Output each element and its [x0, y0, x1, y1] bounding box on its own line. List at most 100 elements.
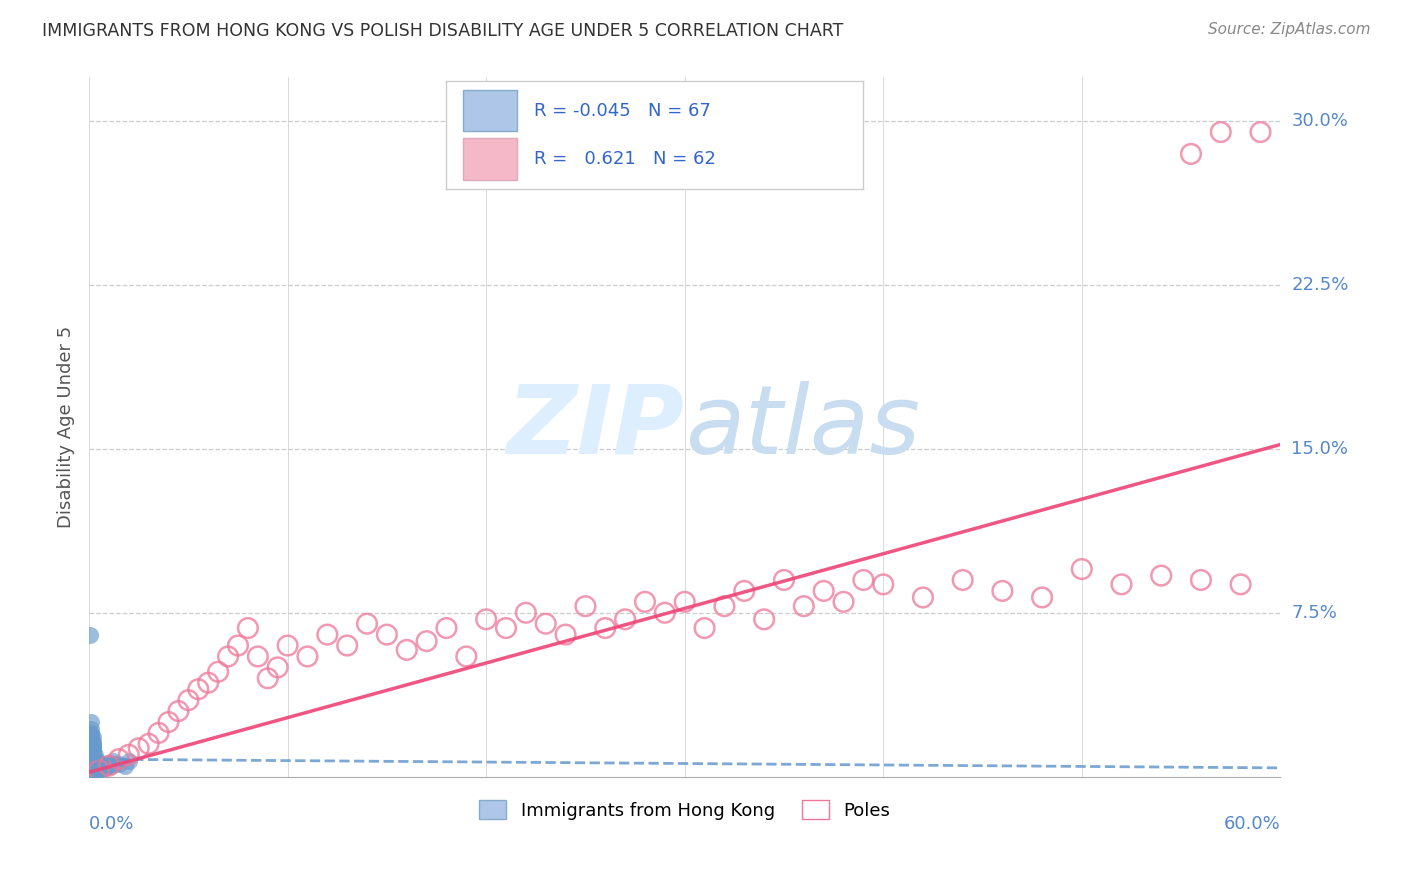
Point	[82, 756, 104, 771]
Point	[96, 758, 118, 772]
Point	[148, 726, 170, 740]
Point	[207, 665, 229, 679]
Point	[1250, 125, 1272, 139]
Point	[813, 583, 835, 598]
Point	[80, 765, 103, 780]
Point	[256, 671, 278, 685]
Point	[80, 758, 103, 772]
Point	[80, 746, 103, 760]
Point	[100, 758, 122, 772]
Point	[673, 595, 696, 609]
Point	[167, 704, 190, 718]
Point	[84, 765, 107, 780]
Point	[118, 747, 141, 762]
Point	[80, 726, 103, 740]
Point	[82, 752, 104, 766]
Point	[574, 599, 596, 614]
Point	[82, 731, 104, 745]
Point	[1180, 147, 1202, 161]
Point	[733, 583, 755, 598]
Text: 22.5%: 22.5%	[1292, 276, 1348, 294]
Point	[793, 599, 815, 614]
Point	[336, 639, 359, 653]
Point	[456, 649, 478, 664]
Point	[91, 756, 114, 771]
Point	[80, 763, 103, 777]
Point	[90, 758, 112, 772]
Point	[80, 743, 103, 757]
Point	[80, 750, 103, 764]
Point	[80, 761, 103, 775]
Point	[82, 741, 104, 756]
Legend: Immigrants from Hong Kong, Poles: Immigrants from Hong Kong, Poles	[472, 793, 897, 827]
Point	[654, 606, 676, 620]
Y-axis label: Disability Age Under 5: Disability Age Under 5	[58, 326, 75, 528]
Point	[634, 595, 657, 609]
Point	[80, 763, 103, 777]
Point	[395, 643, 418, 657]
Point	[82, 761, 104, 775]
Point	[1209, 125, 1232, 139]
Point	[90, 761, 112, 775]
Point	[1189, 573, 1212, 587]
Point	[82, 747, 104, 762]
Point	[80, 756, 103, 771]
Point	[108, 752, 131, 766]
Point	[97, 756, 120, 771]
Point	[1070, 562, 1092, 576]
Point	[911, 591, 934, 605]
Point	[316, 627, 339, 641]
Point	[87, 763, 110, 777]
Point	[1031, 591, 1053, 605]
Point	[375, 627, 398, 641]
Point	[495, 621, 517, 635]
Point	[80, 728, 103, 742]
Point	[82, 734, 104, 748]
Point	[84, 756, 107, 771]
Point	[277, 639, 299, 653]
Point	[86, 758, 108, 772]
Point	[236, 621, 259, 635]
Point	[82, 737, 104, 751]
Point	[1229, 577, 1251, 591]
Text: 0.0%: 0.0%	[89, 815, 135, 833]
Point	[226, 639, 249, 653]
Point	[832, 595, 855, 609]
Point	[217, 649, 239, 664]
Point	[297, 649, 319, 664]
Point	[87, 756, 110, 771]
Point	[80, 741, 103, 756]
Point	[80, 732, 103, 747]
Point	[1150, 568, 1173, 582]
Point	[97, 758, 120, 772]
Point	[197, 675, 219, 690]
Text: IMMIGRANTS FROM HONG KONG VS POLISH DISABILITY AGE UNDER 5 CORRELATION CHART: IMMIGRANTS FROM HONG KONG VS POLISH DISA…	[42, 22, 844, 40]
Point	[852, 573, 875, 587]
Point	[94, 758, 117, 772]
Point	[138, 737, 160, 751]
Point	[991, 583, 1014, 598]
Point	[80, 747, 103, 762]
Point	[356, 616, 378, 631]
Point	[267, 660, 290, 674]
Point	[80, 739, 103, 753]
Point	[94, 761, 117, 775]
Text: Source: ZipAtlas.com: Source: ZipAtlas.com	[1208, 22, 1371, 37]
Point	[86, 763, 108, 777]
Point	[475, 612, 498, 626]
Point	[82, 743, 104, 757]
Point	[157, 714, 180, 729]
Point	[82, 746, 104, 760]
Point	[80, 755, 103, 769]
Text: atlas: atlas	[685, 381, 920, 474]
Point	[86, 755, 108, 769]
Point	[436, 621, 458, 635]
Point	[82, 758, 104, 772]
Point	[87, 761, 110, 775]
Point	[554, 627, 576, 641]
Point	[80, 734, 103, 748]
Point	[84, 747, 107, 762]
Point	[82, 765, 104, 780]
Point	[79, 627, 101, 641]
Point	[82, 750, 104, 764]
